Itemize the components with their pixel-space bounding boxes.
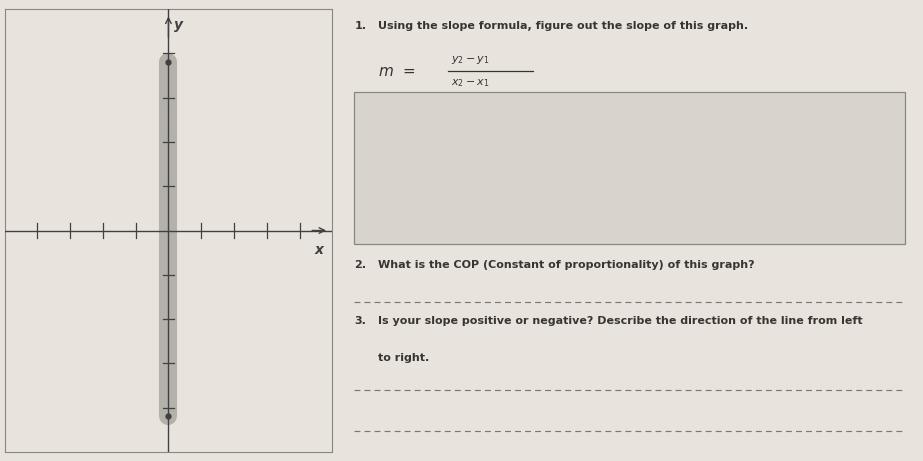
- Text: Using the slope formula, figure out the slope of this graph.: Using the slope formula, figure out the …: [378, 21, 748, 31]
- Text: 3.: 3.: [354, 316, 366, 326]
- Text: $y_2-y_1$: $y_2-y_1$: [451, 54, 490, 66]
- Bar: [354, 92, 905, 244]
- Text: 1.: 1.: [354, 21, 366, 31]
- Text: x: x: [315, 243, 324, 257]
- Text: 2.: 2.: [354, 260, 366, 271]
- Text: $x_2-x_1$: $x_2-x_1$: [451, 77, 490, 89]
- Text: y: y: [174, 18, 183, 32]
- Text: to right.: to right.: [378, 353, 429, 363]
- Text: What is the COP (Constant of proportionality) of this graph?: What is the COP (Constant of proportiona…: [378, 260, 754, 271]
- Text: $\it{m}$  =: $\it{m}$ =: [378, 64, 415, 79]
- Text: Is your slope positive or negative? Describe the direction of the line from left: Is your slope positive or negative? Desc…: [378, 316, 863, 326]
